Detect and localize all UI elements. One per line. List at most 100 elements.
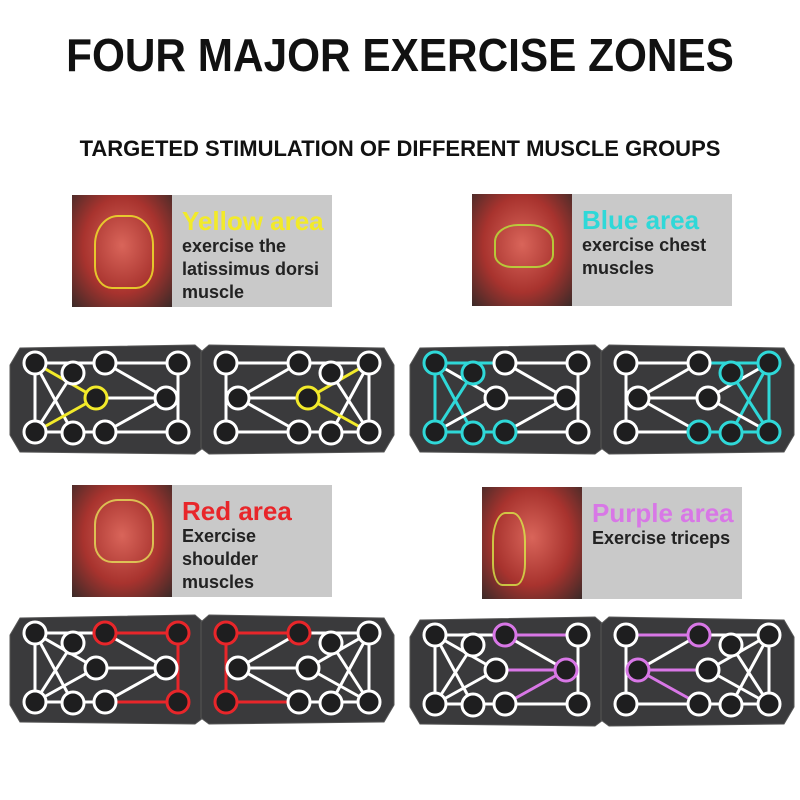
grip-hole xyxy=(60,630,86,656)
zone-heading: Blue area xyxy=(582,205,700,235)
grip-hole xyxy=(356,419,382,445)
grip-hole xyxy=(22,419,48,445)
zone-heading: Red area xyxy=(182,496,292,526)
grip-hole xyxy=(756,691,782,717)
board-line xyxy=(33,632,75,704)
grip-hole xyxy=(686,419,712,445)
grip-hole xyxy=(565,691,591,717)
grip-hole xyxy=(83,655,109,681)
pushup-board-yellow xyxy=(9,344,395,455)
shoulder-muscle-image xyxy=(72,485,172,597)
board-line xyxy=(329,632,371,704)
grip-hole xyxy=(213,620,239,646)
grip-hole xyxy=(492,691,518,717)
zone-panel-yellow: Yellow area exercise the latissimus dors… xyxy=(72,195,332,307)
zone-desc: Exercise triceps xyxy=(592,528,731,548)
zone-desc: latissimus dorsi xyxy=(182,259,320,279)
zone-panel-purple: Purple area Exercise triceps xyxy=(482,487,742,599)
grip-hole xyxy=(318,420,344,446)
grip-hole xyxy=(22,350,48,376)
page-subtitle: TARGETED STIMULATION OF DIFFERENT MUSCLE… xyxy=(79,136,721,161)
board-line xyxy=(433,362,475,434)
grip-hole xyxy=(22,620,48,646)
grip-hole xyxy=(718,692,744,718)
grip-hole xyxy=(613,691,639,717)
board-line xyxy=(729,634,771,706)
grip-hole xyxy=(92,419,118,445)
grip-hole xyxy=(295,655,321,681)
zone-heading: Purple area xyxy=(592,498,734,528)
grip-hole xyxy=(356,350,382,376)
chest-muscle-image xyxy=(472,194,572,306)
grip-hole xyxy=(153,385,179,411)
zone-desc: exercise the xyxy=(182,236,287,256)
grip-hole xyxy=(356,620,382,646)
grip-hole xyxy=(356,689,382,715)
grip-hole xyxy=(83,385,109,411)
grip-hole xyxy=(318,360,344,386)
board-line xyxy=(729,362,771,434)
grip-hole xyxy=(553,657,579,683)
zone-desc: muscles xyxy=(582,258,655,278)
grip-hole xyxy=(483,385,509,411)
zone-desc: exercise chest xyxy=(582,235,707,255)
grip-hole xyxy=(286,620,312,646)
grip-hole xyxy=(565,419,591,445)
grip-hole xyxy=(22,689,48,715)
grip-hole xyxy=(695,385,721,411)
grip-hole xyxy=(295,385,321,411)
grip-hole xyxy=(613,419,639,445)
grip-hole xyxy=(213,689,239,715)
grip-hole xyxy=(756,622,782,648)
zone-desc: muscles xyxy=(182,572,255,592)
zone-panel-blue: Blue area exercise chest muscles xyxy=(472,194,732,306)
grip-hole xyxy=(613,622,639,648)
grip-hole xyxy=(165,689,191,715)
grip-hole xyxy=(153,655,179,681)
grip-hole xyxy=(565,622,591,648)
grip-hole xyxy=(756,350,782,376)
zone-panel-red: Red area Exercise shoulder muscles xyxy=(72,485,332,597)
grip-hole xyxy=(492,622,518,648)
grip-hole xyxy=(625,657,651,683)
grip-hole xyxy=(460,360,486,386)
board-line xyxy=(433,634,475,706)
grip-hole xyxy=(718,632,744,658)
grip-hole xyxy=(718,420,744,446)
grip-hole xyxy=(553,385,579,411)
grip-hole xyxy=(92,689,118,715)
grip-hole xyxy=(213,350,239,376)
pushup-board-blue xyxy=(409,344,795,455)
grip-hole xyxy=(422,350,448,376)
grip-hole xyxy=(422,691,448,717)
grip-hole xyxy=(460,632,486,658)
zone-desc: Exercise shoulder xyxy=(182,526,259,569)
pushup-board-purple xyxy=(409,616,795,727)
zone-desc: muscle xyxy=(182,282,245,302)
grip-hole xyxy=(686,350,712,376)
grip-hole xyxy=(492,419,518,445)
grip-hole xyxy=(165,620,191,646)
grip-hole xyxy=(60,690,86,716)
grip-hole xyxy=(92,620,118,646)
grip-hole xyxy=(422,419,448,445)
arm-muscle-image xyxy=(482,487,582,599)
grip-hole xyxy=(60,420,86,446)
grip-hole xyxy=(213,419,239,445)
grip-hole xyxy=(695,657,721,683)
grip-hole xyxy=(318,630,344,656)
grip-hole xyxy=(565,350,591,376)
grip-hole xyxy=(92,350,118,376)
grip-hole xyxy=(165,350,191,376)
back-muscle-image xyxy=(72,195,172,307)
board-line xyxy=(329,362,371,434)
grip-hole xyxy=(225,655,251,681)
grip-hole xyxy=(60,360,86,386)
grip-hole xyxy=(165,419,191,445)
grip-hole xyxy=(718,360,744,386)
grip-hole xyxy=(460,692,486,718)
grip-hole xyxy=(483,657,509,683)
grip-hole xyxy=(686,622,712,648)
grip-hole xyxy=(422,622,448,648)
grip-hole xyxy=(460,420,486,446)
